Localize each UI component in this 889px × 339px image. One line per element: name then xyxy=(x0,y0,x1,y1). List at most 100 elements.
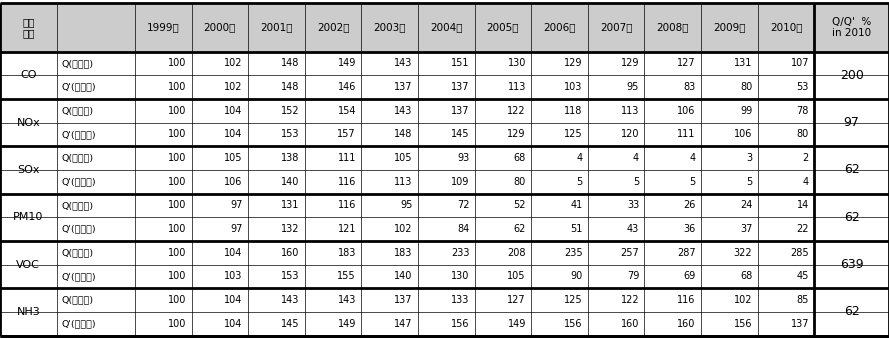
Text: 183: 183 xyxy=(338,248,356,258)
Text: 36: 36 xyxy=(684,224,696,234)
Text: 102: 102 xyxy=(733,295,752,305)
Text: 4: 4 xyxy=(690,153,696,163)
Text: 137: 137 xyxy=(394,295,412,305)
Text: 208: 208 xyxy=(508,248,526,258)
Bar xyxy=(0,52,889,336)
Text: 100: 100 xyxy=(168,248,186,258)
Text: 106: 106 xyxy=(224,177,243,187)
Text: 116: 116 xyxy=(338,177,356,187)
Text: 오염
물질: 오염 물질 xyxy=(22,17,35,38)
Text: 130: 130 xyxy=(451,272,469,281)
Text: 104: 104 xyxy=(224,319,243,329)
Text: 33: 33 xyxy=(627,200,639,211)
Text: 5: 5 xyxy=(690,177,696,187)
Text: 43: 43 xyxy=(627,224,639,234)
Text: 109: 109 xyxy=(451,177,469,187)
Text: 3: 3 xyxy=(746,153,752,163)
Text: 95: 95 xyxy=(400,200,412,211)
Text: 133: 133 xyxy=(451,295,469,305)
Text: 132: 132 xyxy=(281,224,300,234)
Text: 157: 157 xyxy=(338,129,356,139)
Text: 100: 100 xyxy=(168,153,186,163)
Text: 102: 102 xyxy=(224,58,243,68)
Text: 156: 156 xyxy=(451,319,469,329)
Text: NH3: NH3 xyxy=(16,307,40,317)
Text: 53: 53 xyxy=(797,82,809,92)
Text: 235: 235 xyxy=(564,248,582,258)
Text: Q(정책유): Q(정책유) xyxy=(61,248,93,257)
Text: 62: 62 xyxy=(844,163,860,176)
Text: 149: 149 xyxy=(508,319,526,329)
Text: 104: 104 xyxy=(224,248,243,258)
Text: 51: 51 xyxy=(570,224,582,234)
Text: 45: 45 xyxy=(797,272,809,281)
Text: 100: 100 xyxy=(168,106,186,116)
Text: Q'(정책무): Q'(정책무) xyxy=(61,83,96,92)
Text: 4: 4 xyxy=(576,153,582,163)
Text: 68: 68 xyxy=(741,272,752,281)
Text: 111: 111 xyxy=(338,153,356,163)
Text: 143: 143 xyxy=(338,295,356,305)
Text: 2001년: 2001년 xyxy=(260,22,292,33)
Text: Q'(정책무): Q'(정책무) xyxy=(61,177,96,186)
Text: 4: 4 xyxy=(633,153,639,163)
Text: 80: 80 xyxy=(741,82,752,92)
Text: CO: CO xyxy=(20,70,36,80)
Text: 148: 148 xyxy=(281,58,300,68)
Text: 105: 105 xyxy=(394,153,412,163)
Text: 121: 121 xyxy=(338,224,356,234)
Text: 24: 24 xyxy=(740,200,752,211)
Text: 183: 183 xyxy=(395,248,412,258)
Text: Q(정책유): Q(정책유) xyxy=(61,201,93,210)
Text: 84: 84 xyxy=(457,224,469,234)
Text: 131: 131 xyxy=(734,58,752,68)
Text: 153: 153 xyxy=(281,129,300,139)
Text: 22: 22 xyxy=(797,224,809,234)
Text: 100: 100 xyxy=(168,82,186,92)
Text: 100: 100 xyxy=(168,272,186,281)
Text: 129: 129 xyxy=(621,58,639,68)
Text: 127: 127 xyxy=(508,295,526,305)
Text: 129: 129 xyxy=(564,58,582,68)
Text: 137: 137 xyxy=(790,319,809,329)
Text: 2005년: 2005년 xyxy=(486,22,519,33)
Text: 2007년: 2007년 xyxy=(600,22,632,33)
Text: 2009년: 2009년 xyxy=(713,22,746,33)
Text: 122: 122 xyxy=(621,295,639,305)
Text: 106: 106 xyxy=(734,129,752,139)
Text: 100: 100 xyxy=(168,224,186,234)
Text: 41: 41 xyxy=(570,200,582,211)
Text: 14: 14 xyxy=(797,200,809,211)
Text: Q(정책유): Q(정책유) xyxy=(61,154,93,163)
Text: Q'(정책무): Q'(정책무) xyxy=(61,225,96,234)
Text: 103: 103 xyxy=(224,272,243,281)
Text: 80: 80 xyxy=(514,177,526,187)
Text: 26: 26 xyxy=(684,200,696,211)
Text: 79: 79 xyxy=(627,272,639,281)
Text: 104: 104 xyxy=(224,106,243,116)
Text: 116: 116 xyxy=(677,295,696,305)
Text: 105: 105 xyxy=(508,272,526,281)
Text: 145: 145 xyxy=(281,319,300,329)
Text: 151: 151 xyxy=(451,58,469,68)
Bar xyxy=(0,3,889,52)
Text: 5: 5 xyxy=(576,177,582,187)
Text: 200: 200 xyxy=(840,69,863,82)
Text: 107: 107 xyxy=(790,58,809,68)
Text: 62: 62 xyxy=(844,211,860,224)
Text: 130: 130 xyxy=(508,58,526,68)
Text: 72: 72 xyxy=(457,200,469,211)
Text: 2: 2 xyxy=(803,153,809,163)
Text: 97: 97 xyxy=(230,224,243,234)
Text: 156: 156 xyxy=(564,319,582,329)
Text: 118: 118 xyxy=(565,106,582,116)
Text: 111: 111 xyxy=(677,129,696,139)
Text: 149: 149 xyxy=(338,58,356,68)
Text: Q/Q'  %
in 2010: Q/Q' % in 2010 xyxy=(832,17,871,38)
Text: 104: 104 xyxy=(224,129,243,139)
Text: 143: 143 xyxy=(395,58,412,68)
Text: Q'(정책무): Q'(정책무) xyxy=(61,272,96,281)
Text: 138: 138 xyxy=(281,153,300,163)
Text: 257: 257 xyxy=(621,248,639,258)
Text: 62: 62 xyxy=(844,305,860,318)
